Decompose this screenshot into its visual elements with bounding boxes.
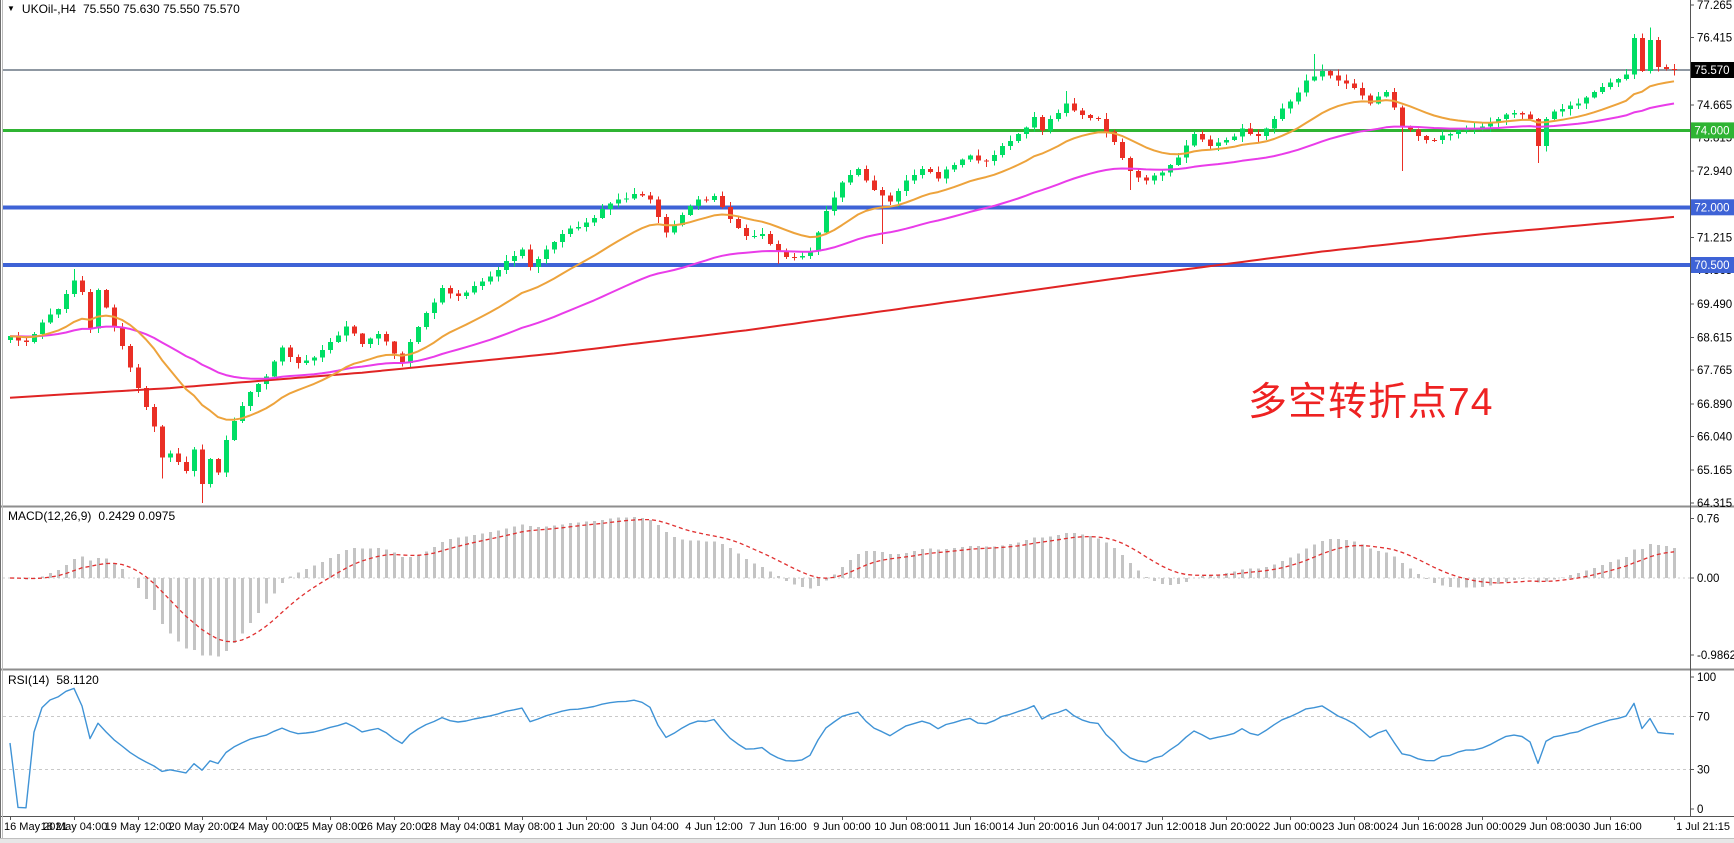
svg-text:72.940: 72.940 — [1697, 166, 1732, 178]
svg-text:65.165: 65.165 — [1697, 465, 1732, 477]
time-label: 23 Jun 08:00 — [1322, 821, 1386, 833]
rsi-panel[interactable] — [3, 687, 1690, 809]
time-label: 30 Jun 16:00 — [1578, 821, 1642, 833]
horizontal-level-lines — [3, 69, 1690, 267]
time-label: 28 Jun 00:00 — [1450, 821, 1514, 833]
time-label: 16 May 2021 — [4, 821, 68, 833]
price-badge-70.500 — [1691, 257, 1734, 273]
svg-text:0: 0 — [1697, 804, 1703, 816]
svg-text:68.615: 68.615 — [1697, 333, 1732, 345]
time-label: 10 Jun 08:00 — [874, 821, 938, 833]
time-label: 25 May 08:00 — [297, 821, 364, 833]
svg-text:69.490: 69.490 — [1697, 299, 1732, 311]
macd-name: MACD(12,26,9) — [8, 509, 92, 523]
moving-average-lines — [9, 80, 1675, 421]
macd-values: 0.2429 0.0975 — [98, 509, 176, 523]
time-label: 4 Jun 12:00 — [685, 821, 743, 833]
time-label: 11 Jun 16:00 — [939, 821, 1002, 833]
time-label: 1 Jul 21:15 — [1676, 821, 1730, 833]
macd-indicator-label: MACD(12,26,9) 0.2429 0.0975 — [8, 509, 175, 523]
svg-text:75.570: 75.570 — [1694, 65, 1729, 77]
time-label: 18 May 04:00 — [41, 821, 108, 833]
svg-text:-0.9862: -0.9862 — [1697, 650, 1734, 662]
svg-text:66.890: 66.890 — [1697, 399, 1732, 411]
price-badge-72.000 — [1691, 199, 1734, 216]
rsi-name: RSI(14) — [8, 673, 50, 687]
macd-panel[interactable] — [3, 517, 1690, 657]
rsi-indicator-label: RSI(14) 58.1120 — [8, 673, 99, 687]
svg-text:67.765: 67.765 — [1697, 365, 1732, 377]
price-badge-74.000 — [1691, 122, 1734, 139]
symbol-timeframe-label: UKOil-,H4 — [21, 2, 76, 16]
annotation-text: 多空转折点74 — [1248, 381, 1494, 424]
svg-text:0.76: 0.76 — [1697, 514, 1719, 526]
time-label: 7 Jun 16:00 — [749, 821, 807, 833]
time-label: 29 Jun 08:00 — [1514, 821, 1578, 833]
svg-text:74.665: 74.665 — [1697, 100, 1732, 112]
svg-text:66.040: 66.040 — [1697, 432, 1732, 444]
svg-text:77.265: 77.265 — [1697, 0, 1732, 12]
time-label: 17 Jun 12:00 — [1130, 821, 1194, 833]
ohlc-quote-label: 75.550 75.630 75.550 75.570 — [82, 2, 240, 16]
time-label: 28 May 04:00 — [425, 821, 492, 833]
svg-text:72.000: 72.000 — [1694, 202, 1729, 214]
svg-text:70.500: 70.500 — [1694, 260, 1729, 272]
time-label: 20 May 20:00 — [169, 821, 236, 833]
time-label: 31 May 08:00 — [489, 821, 556, 833]
time-label: 16 Jun 04:00 — [1066, 821, 1130, 833]
symbol-dropdown-icon[interactable]: ▼ — [7, 4, 15, 13]
price-badge-75.570 — [1691, 62, 1734, 78]
time-label: 24 May 00:00 — [233, 821, 300, 833]
time-label: 24 Jun 16:00 — [1386, 821, 1450, 833]
rsi-values: 58.1120 — [56, 673, 99, 687]
svg-text:30: 30 — [1697, 764, 1710, 776]
svg-text:100: 100 — [1697, 672, 1716, 684]
price-axis[interactable]: 77.26576.41574.66573.81572.94071.21570.3… — [1690, 0, 1734, 816]
time-label: 1 Jun 20:00 — [557, 821, 615, 833]
time-label: 19 May 12:00 — [105, 821, 172, 833]
candlesticks — [8, 27, 1677, 503]
svg-text:71.215: 71.215 — [1697, 233, 1732, 245]
time-label: 26 May 20:00 — [361, 821, 428, 833]
svg-text:0.00: 0.00 — [1697, 573, 1719, 585]
time-label: 22 Jun 00:00 — [1258, 821, 1322, 833]
svg-text:74.000: 74.000 — [1694, 125, 1729, 137]
time-label: 3 Jun 04:00 — [621, 821, 679, 833]
time-label: 18 Jun 20:00 — [1194, 821, 1258, 833]
svg-text:76.415: 76.415 — [1697, 33, 1732, 45]
time-label: 9 Jun 00:00 — [813, 821, 871, 833]
svg-text:64.315: 64.315 — [1697, 498, 1732, 510]
svg-text:70: 70 — [1697, 712, 1710, 724]
chart-title-bar: ▼ UKOil-,H4 75.550 75.630 75.550 75.570 — [7, 2, 240, 16]
time-label: 14 Jun 20:00 — [1002, 821, 1066, 833]
